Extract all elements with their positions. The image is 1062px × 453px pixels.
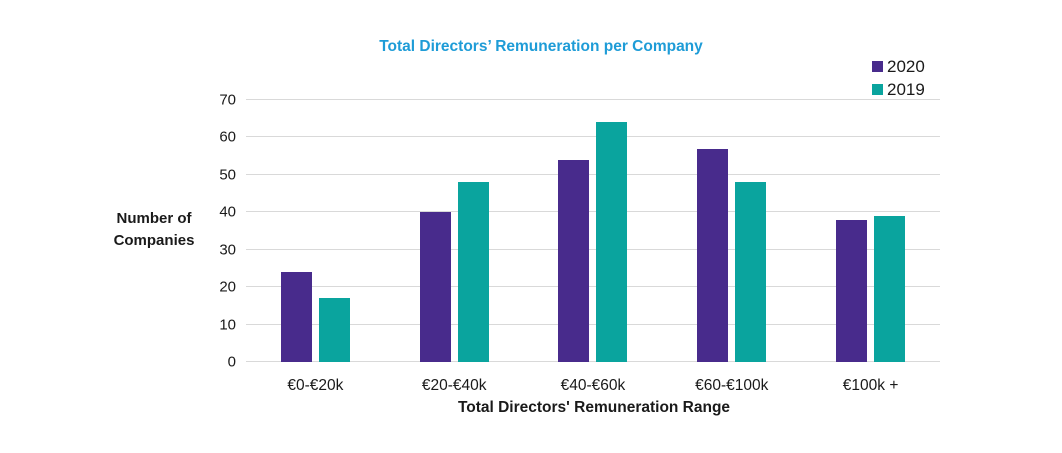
legend-item-2019: 2019 xyxy=(872,78,925,101)
bar-2019 xyxy=(735,182,767,362)
plot-area: 0 10 20 30 40 50 60 70 €0-€20k €20-€40k €40-€60k €6… xyxy=(219,93,940,394)
y-tick-label-60: 60 xyxy=(219,128,236,146)
y-tick-label-30: 30 xyxy=(219,241,236,259)
gridline-20 xyxy=(246,286,940,288)
legend-swatch-2019 xyxy=(872,84,883,95)
legend-item-2020: 2020 xyxy=(872,55,925,78)
y-tick-label-50: 50 xyxy=(219,166,236,184)
gridline-10 xyxy=(246,323,940,325)
legend-swatch-2020 xyxy=(872,61,883,72)
bar-2019 xyxy=(318,298,350,362)
y-tick-label-70: 70 xyxy=(219,91,236,109)
y-tick-label-40: 40 xyxy=(219,203,236,221)
y-tick-label-20: 20 xyxy=(219,278,236,296)
legend-label-2019: 2019 xyxy=(887,80,925,99)
x-tick-label-5: €100k + xyxy=(842,377,899,394)
bar-2020 xyxy=(280,272,312,362)
x-tick-label-1: €0-€20k xyxy=(287,377,344,394)
bar-2019 xyxy=(596,122,628,362)
bar-group-1: €0-€20k xyxy=(246,100,385,394)
bar-2020 xyxy=(558,159,590,362)
legend-label-2020: 2020 xyxy=(887,57,925,76)
gridline-60 xyxy=(246,136,940,138)
bar-group-4: €60-€100k xyxy=(662,100,801,394)
gridline-30 xyxy=(246,248,940,250)
chart-title: Total Directors’ Remuneration per Compan… xyxy=(379,38,703,55)
legend: 2020 2019 xyxy=(872,55,925,101)
x-tick-label-2: €20-€40k xyxy=(421,377,487,394)
bar-group-3: €40-€60k xyxy=(524,100,663,394)
x-tick-label-3: €40-€60k xyxy=(560,377,626,394)
bar-groups: €0-€20k €20-€40k €40-€60k €60-€100k €100k + xyxy=(246,100,940,394)
bar-group-2: €20-€40k xyxy=(385,100,524,394)
y-tick-label-10: 10 xyxy=(219,316,236,334)
x-axis-title: Total Directors' Remuneration Range xyxy=(457,399,731,416)
bar-2020 xyxy=(697,148,729,362)
bar-group-5: €100k + xyxy=(801,100,940,394)
gridline-40 xyxy=(246,211,940,213)
y-tick-label-0: 0 xyxy=(227,353,236,371)
bar-2019 xyxy=(874,216,906,362)
bar-2020 xyxy=(836,219,868,362)
bar-2020 xyxy=(419,212,451,362)
x-tick-label-4: €60-€100k xyxy=(695,377,769,394)
gridline-70 xyxy=(246,99,940,100)
y-axis-title: Number of Companies xyxy=(113,210,195,249)
gridline-50 xyxy=(246,173,940,175)
bar-2019 xyxy=(457,182,489,362)
gridline-0 xyxy=(246,361,940,362)
